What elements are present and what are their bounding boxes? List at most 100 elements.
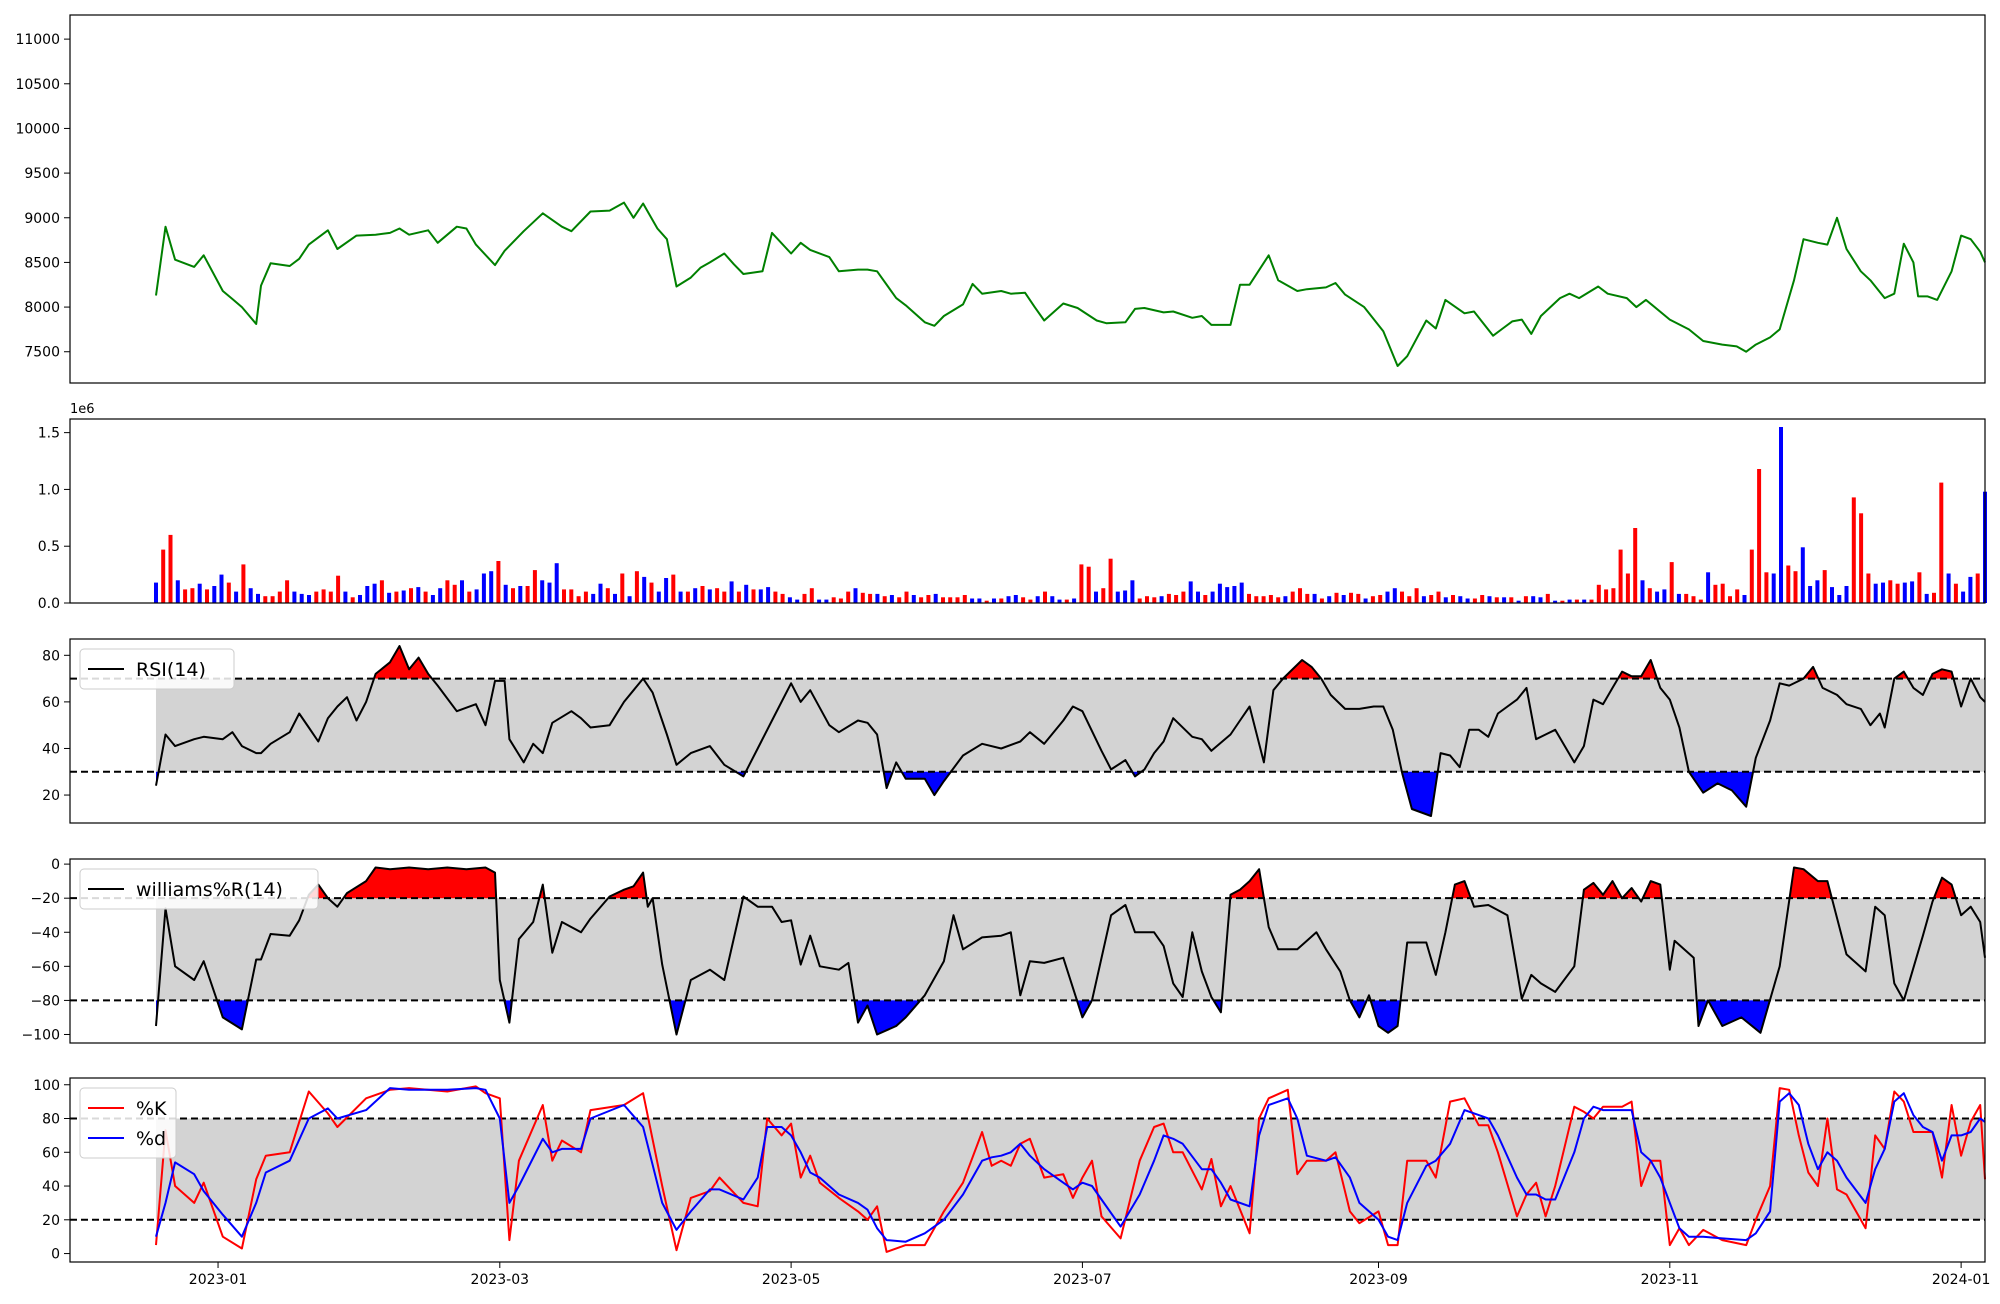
volume-bar: [1589, 599, 1594, 603]
volume-bar: [1618, 549, 1623, 603]
volume-bar: [518, 586, 523, 603]
volume-bar: [328, 591, 333, 603]
volume-bar: [1873, 583, 1878, 603]
volume-bar: [1072, 598, 1077, 603]
series-line-stochastic-1: [155, 1087, 1986, 1243]
axes-frame-price: [69, 14, 1986, 384]
volume-bar: [168, 534, 173, 603]
volume-bar: [277, 591, 282, 603]
volume-bar: [722, 591, 727, 603]
volume-bar: [1553, 600, 1558, 603]
volume-bar: [802, 593, 807, 603]
volume-bar: [1094, 591, 1098, 603]
volume-bar: [1961, 591, 1966, 603]
volume-bar: [1837, 595, 1842, 603]
volume-bar: [1363, 598, 1368, 603]
volume-bar: [1472, 598, 1477, 603]
volume-bar: [365, 586, 370, 603]
volume-bar: [314, 591, 319, 603]
volume-bar: [1480, 595, 1485, 603]
volume-bar: [780, 593, 785, 603]
volume-bar: [401, 590, 406, 603]
volume-bar: [1764, 572, 1769, 603]
volume-bar: [605, 588, 610, 603]
volume-bar: [1800, 547, 1805, 603]
volume-bar: [1830, 587, 1834, 603]
volume-bar: [409, 588, 413, 603]
y-tick-label: 0.5: [38, 539, 60, 555]
y-tick-label: 0: [51, 857, 60, 873]
volume-bar: [1844, 586, 1849, 603]
panel-stochastic: 0 20 40 60 80 100 %K %d: [33, 1077, 1986, 1263]
volume-bar: [649, 582, 654, 603]
volume-bar: [999, 598, 1004, 603]
volume-bar: [1502, 597, 1507, 603]
volume-bar: [1188, 581, 1193, 603]
volume-bar: [1720, 583, 1725, 603]
volume-bar: [569, 589, 574, 603]
volume-bar: [1742, 595, 1747, 603]
volume-bar: [1487, 596, 1492, 603]
volume-bar: [1247, 593, 1251, 603]
volume-bar: [1159, 596, 1164, 603]
volume-bar: [511, 588, 515, 603]
volume-bar: [1086, 566, 1091, 603]
legend-label: %K: [136, 1098, 167, 1120]
volume-bar: [992, 598, 996, 603]
volume-bar: [1210, 591, 1215, 603]
axes-frame-volume: [69, 418, 1986, 604]
volume-bar: [1895, 583, 1900, 603]
volume-bar: [860, 592, 865, 603]
volume-bar: [1370, 596, 1375, 603]
volume-bar: [1538, 597, 1543, 603]
volume-bar: [853, 588, 858, 603]
volume-bar: [1465, 598, 1470, 603]
volume-bar: [1655, 591, 1660, 603]
volume-bar: [234, 591, 239, 603]
volume-bar: [933, 593, 938, 603]
volume-bar: [205, 589, 209, 603]
panel-price: 7500 8000 8500 9000 9500 10000 10500 11000: [15, 14, 1986, 384]
volume-bar: [1137, 598, 1142, 603]
volume-bar: [445, 580, 450, 603]
legend-label: williams%R(14): [136, 879, 283, 901]
volume-bar: [1254, 596, 1259, 603]
y-tick-label: −100: [22, 1027, 60, 1043]
y-tick-label: 9000: [24, 211, 60, 227]
volume-bar: [627, 596, 632, 603]
volume-bar: [1421, 596, 1426, 603]
volume-bar: [226, 582, 231, 603]
volume-bar: [1145, 596, 1149, 603]
volume-bar: [1013, 595, 1018, 603]
volume-bar: [1079, 564, 1084, 603]
y-tick-label: −60: [30, 959, 60, 975]
volume-bar: [941, 597, 945, 603]
volume-bar: [766, 587, 771, 603]
panel-volume: 0.0 0.5 1.0 1.5 1e6: [38, 402, 1987, 612]
volume-bar: [1574, 599, 1579, 603]
volume-bar: [256, 593, 260, 603]
volume-bar: [715, 588, 720, 603]
volume-bar: [1392, 588, 1397, 603]
y-tick-label: 1.5: [38, 426, 60, 442]
y-tick-label: 11000: [15, 32, 60, 48]
x-tick-label: 2024-01: [1932, 1272, 1991, 1288]
y-tick-label: 20: [42, 1213, 60, 1229]
volume-bar: [1640, 580, 1645, 603]
y-tick-label: 100: [33, 1078, 60, 1094]
volume-bar: [598, 583, 603, 603]
y-tick-label: 7500: [24, 345, 60, 361]
x-tick-label: 2023-05: [762, 1272, 821, 1288]
volume-bar: [270, 596, 275, 603]
volume-bar: [744, 584, 749, 603]
volume-bar: [299, 593, 304, 603]
volume-bar: [1130, 580, 1135, 603]
y-tick-label: −20: [30, 891, 60, 907]
volume-bar: [219, 574, 224, 603]
volume-bar: [423, 591, 428, 603]
band-rsi: [155, 678, 1986, 772]
volume-bar: [1706, 572, 1711, 603]
volume-bar: [1064, 599, 1069, 603]
volume-bar: [809, 588, 814, 603]
